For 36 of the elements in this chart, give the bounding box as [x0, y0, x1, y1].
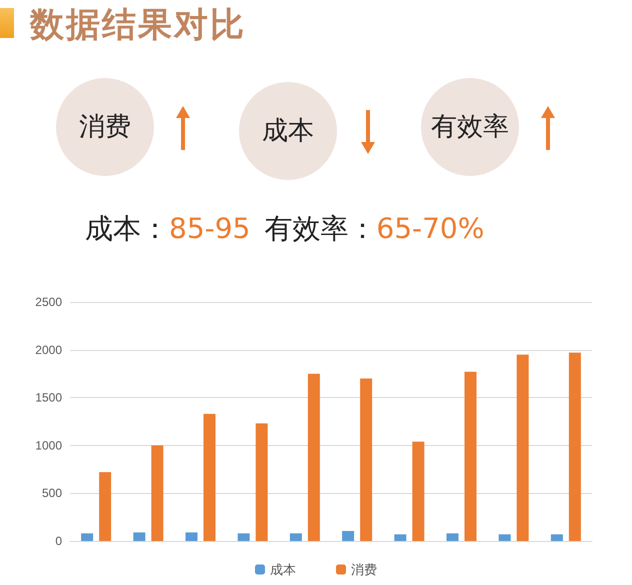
bar: [446, 533, 458, 541]
text: 有效率：: [264, 212, 376, 245]
y-tick-label: 1000: [35, 438, 62, 452]
bar: [151, 445, 164, 541]
bar: [238, 533, 250, 541]
y-tick-label: 2500: [35, 295, 62, 309]
bar: [342, 530, 354, 541]
bar: [99, 472, 112, 541]
legend-label: 消费: [351, 562, 377, 577]
bar: [498, 534, 511, 541]
bar: [360, 378, 372, 541]
y-tick-label: 0: [55, 534, 62, 548]
chart-title: 数据结果对比: [30, 4, 246, 47]
bar: [204, 414, 216, 541]
legend-label: 成本: [270, 562, 296, 577]
bar: [394, 534, 406, 541]
bar: [81, 533, 94, 541]
text: 成本: [261, 115, 315, 147]
text: 65-70%: [376, 212, 484, 245]
y-tick-label: 1500: [35, 390, 62, 405]
bar: [290, 533, 302, 541]
bar: [568, 352, 581, 541]
y-tick-label: 500: [42, 486, 62, 500]
bar: [464, 372, 476, 541]
bar: [308, 374, 320, 541]
y-tick-label: 2000: [35, 342, 62, 357]
bar: [412, 442, 424, 541]
text: 有效率: [431, 111, 509, 143]
text: 85-95: [169, 212, 250, 245]
bar: [516, 354, 529, 541]
bar: [550, 534, 563, 541]
text: 消费: [78, 111, 132, 143]
text: 成本：: [85, 212, 169, 245]
bar: [133, 532, 146, 541]
bar: [186, 532, 198, 541]
bar: [256, 423, 268, 541]
